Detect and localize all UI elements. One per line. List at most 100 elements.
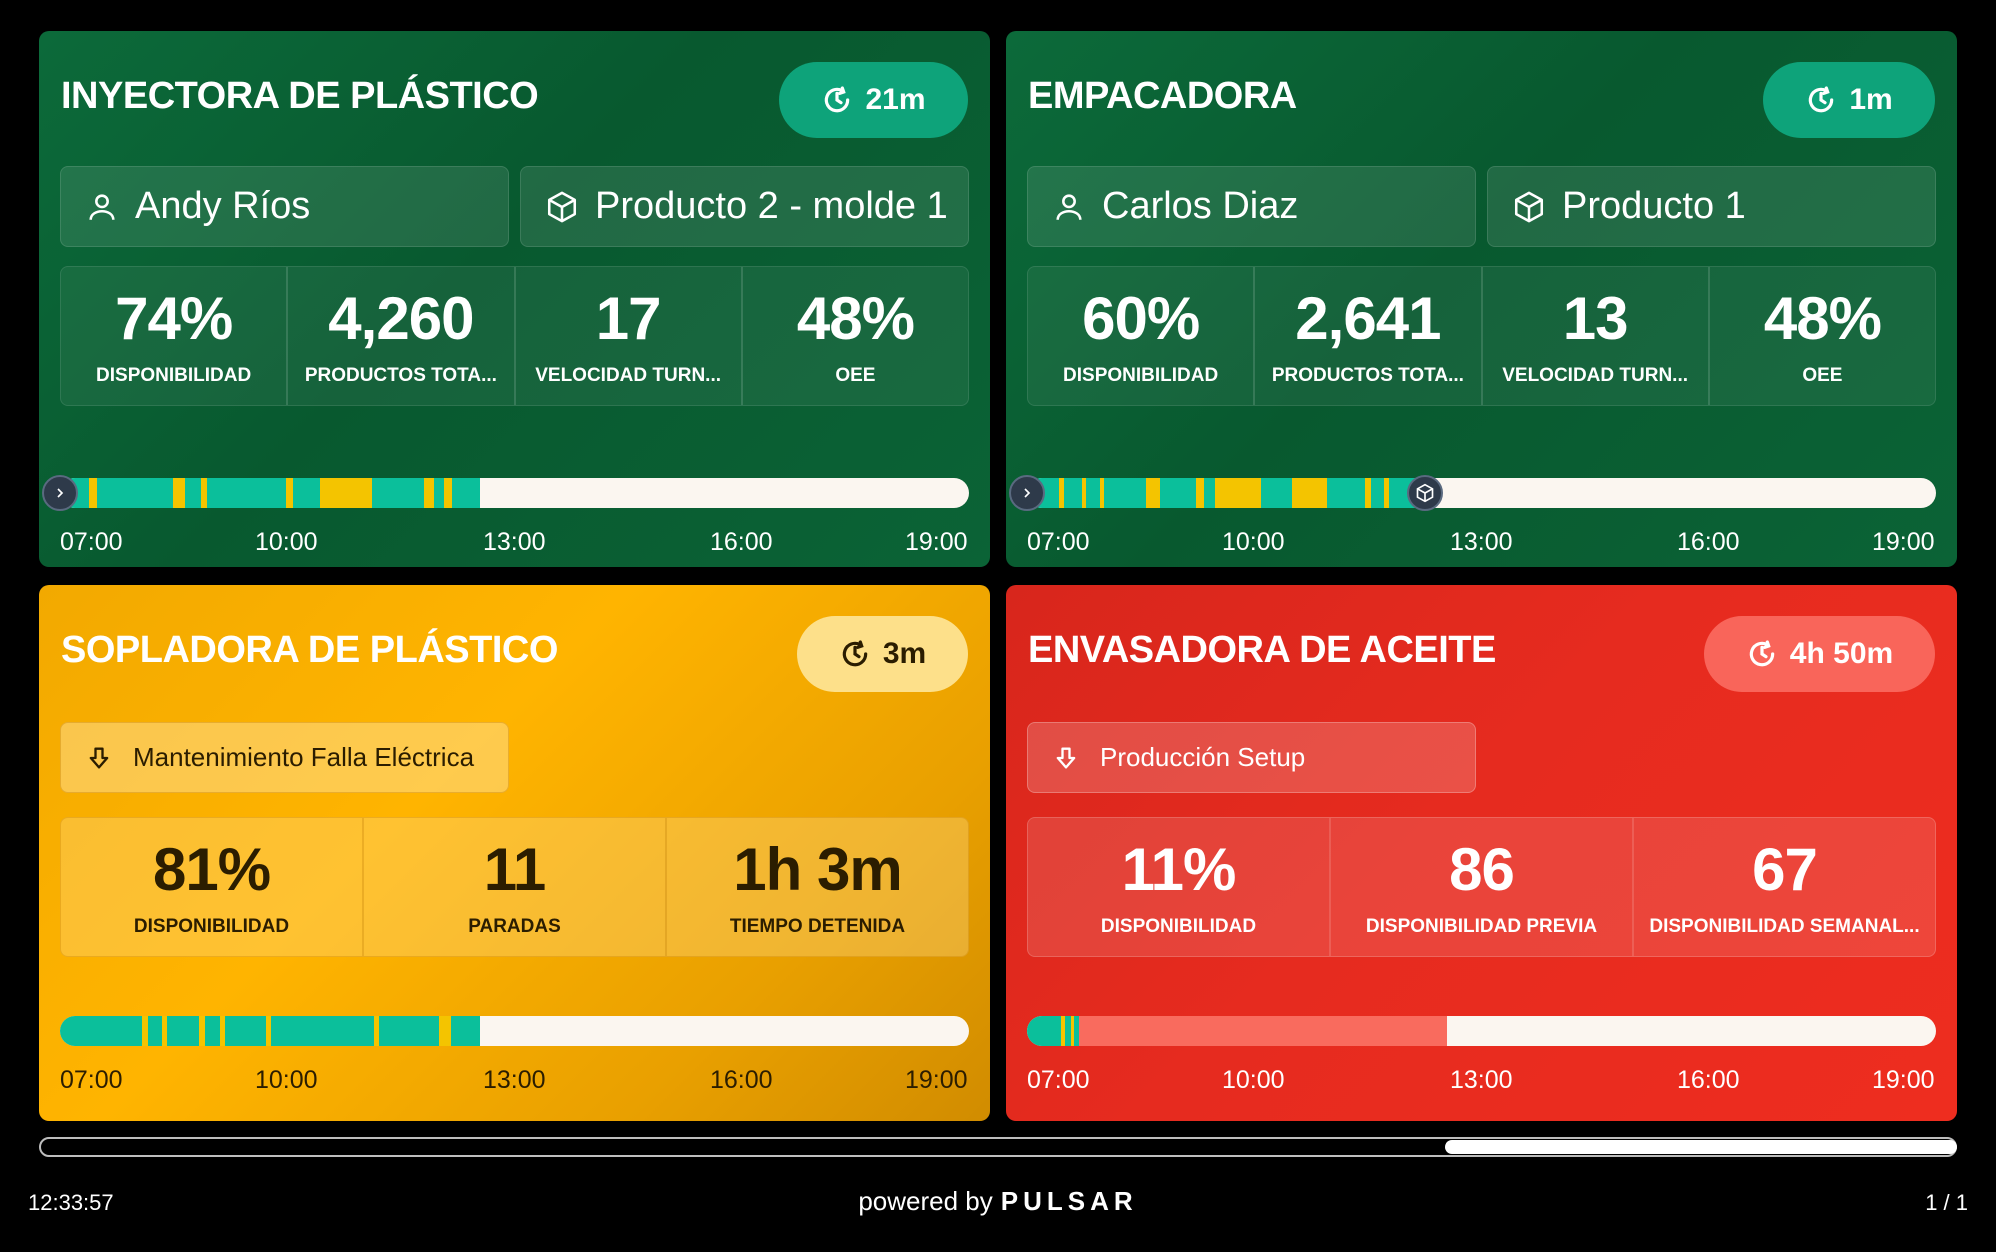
arrow-right-icon bbox=[1024, 488, 1031, 498]
axis-tick: 10:00 bbox=[1222, 1066, 1285, 1094]
metrics-row: 81% DISPONIBILIDAD 11 PARADAS 1h 3m TIEMPO … bbox=[60, 817, 969, 957]
machine-card-sopladora[interactable]: SOPLADORA DE PLÁSTICO 3m Mantenimiento F… bbox=[39, 585, 990, 1121]
metric-value: 1h 3m bbox=[733, 836, 902, 903]
shift-timeline[interactable] bbox=[42, 475, 969, 511]
axis-tick: 19:00 bbox=[1872, 1066, 1935, 1094]
timeline-segment-downtime bbox=[439, 1016, 451, 1046]
metric-value: 81% bbox=[152, 836, 271, 903]
metric-label: VELOCIDAD TURN... bbox=[1502, 365, 1689, 386]
timeline-segment-downtime bbox=[1196, 478, 1204, 508]
metric-productos: 4,260 PRODUCTOS TOTA... bbox=[288, 267, 516, 405]
timeline-segment-downtime bbox=[266, 1016, 271, 1046]
stop-reason-chip[interactable]: Producción Setup bbox=[1027, 722, 1476, 793]
powered-by: powered by PULSAR bbox=[0, 1186, 1996, 1217]
metric-disponibilidad-previa: 86 DISPONIBILIDAD PREVIA bbox=[1331, 818, 1634, 956]
timeline-segment-downtime bbox=[1365, 478, 1371, 508]
card-title: SOPLADORA DE PLÁSTICO bbox=[61, 629, 558, 671]
timeline-segment-downtime bbox=[220, 1016, 225, 1046]
shift-start-marker[interactable] bbox=[1009, 475, 1045, 511]
operator-chip[interactable]: Carlos Diaz bbox=[1027, 166, 1476, 247]
product-chip[interactable]: Producto 1 bbox=[1487, 166, 1936, 247]
metrics-row: 74% DISPONIBILIDAD 4,260 PRODUCTOS TOTA...… bbox=[60, 266, 969, 406]
metric-label: PRODUCTOS TOTA... bbox=[304, 365, 497, 386]
user-icon bbox=[1056, 193, 1082, 220]
metric-value: 11 bbox=[483, 836, 546, 903]
metric-value: 11% bbox=[1121, 836, 1237, 903]
timeline-segment-downtime bbox=[320, 478, 372, 508]
timeline-axis: 07:00 10:00 13:00 16:00 19:00 bbox=[1027, 528, 1936, 558]
shift-start-marker[interactable] bbox=[42, 475, 78, 511]
box-icon bbox=[1416, 483, 1434, 503]
page-progress-scrollbar[interactable] bbox=[39, 1137, 1957, 1157]
arrow-right-icon bbox=[57, 488, 64, 498]
metric-label: DISPONIBILIDAD bbox=[96, 365, 252, 386]
timeline-segment-downtime bbox=[424, 478, 434, 508]
timeline-fill bbox=[60, 478, 480, 508]
axis-tick: 10:00 bbox=[1222, 528, 1285, 556]
metric-disponibilidad: 74% DISPONIBILIDAD bbox=[61, 267, 289, 405]
operator-name: Andy Ríos bbox=[135, 185, 311, 227]
axis-tick: 07:00 bbox=[60, 528, 123, 556]
powered-prefix: powered by bbox=[858, 1186, 993, 1216]
metric-value: 60% bbox=[1082, 285, 1200, 352]
arrow-down-icon bbox=[89, 747, 109, 768]
box-icon bbox=[547, 191, 577, 222]
metric-label: DISPONIBILIDAD bbox=[1063, 365, 1219, 386]
metric-oee: 48% OEE bbox=[1710, 267, 1935, 405]
shift-timeline[interactable] bbox=[60, 1016, 969, 1046]
timeline-segment-setup bbox=[1079, 1016, 1447, 1046]
timeline-segment-downtime bbox=[1384, 478, 1389, 508]
shift-timeline[interactable] bbox=[1027, 1016, 1936, 1046]
timeline-segment-downtime bbox=[1146, 478, 1160, 508]
product-chip[interactable]: Producto 2 - molde 1 bbox=[520, 166, 969, 247]
metric-value: 86 bbox=[1449, 836, 1515, 903]
axis-tick: 19:00 bbox=[1872, 528, 1935, 556]
metric-tiempo-detenida: 1h 3m TIEMPO DETENIDA bbox=[667, 818, 968, 956]
metric-label: DISPONIBILIDAD SEMANAL... bbox=[1649, 916, 1920, 937]
machine-card-empacadora[interactable]: EMPACADORA 1m Carlos Diaz Producto 1 60%… bbox=[1006, 31, 1957, 567]
machine-card-envasadora[interactable]: ENVASADORA DE ACEITE 4h 50m Producción S… bbox=[1006, 585, 1957, 1121]
timer-icon bbox=[842, 640, 868, 667]
timeline-segment-downtime bbox=[173, 478, 185, 508]
state-timer-pill: 1m bbox=[1763, 62, 1935, 138]
timeline-segment-downtime bbox=[1082, 478, 1086, 508]
timeline-fill bbox=[1027, 478, 1427, 508]
timeline-segment-downtime bbox=[1061, 1016, 1065, 1046]
metric-disponibilidad: 81% DISPONIBILIDAD bbox=[61, 818, 364, 956]
axis-tick: 16:00 bbox=[1677, 528, 1740, 556]
timer-value: 1m bbox=[1849, 83, 1893, 116]
metric-label: PRODUCTOS TOTA... bbox=[1271, 365, 1464, 386]
timer-value: 21m bbox=[865, 83, 926, 116]
metric-disponibilidad: 11% DISPONIBILIDAD bbox=[1028, 818, 1331, 956]
metrics-row: 11% DISPONIBILIDAD 86 DISPONIBILIDAD PREVI… bbox=[1027, 817, 1936, 957]
timeline-axis: 07:00 10:00 13:00 16:00 19:00 bbox=[1027, 1066, 1936, 1096]
shift-timeline[interactable] bbox=[1009, 475, 1936, 511]
timer-icon bbox=[1749, 640, 1775, 667]
timeline-segment-downtime bbox=[1292, 478, 1327, 508]
operator-chip[interactable]: Andy Ríos bbox=[60, 166, 509, 247]
timeline-segment-downtime bbox=[444, 478, 452, 508]
metric-value: 74% bbox=[115, 285, 233, 352]
product-change-marker[interactable] bbox=[1407, 475, 1443, 511]
timer-icon bbox=[1809, 86, 1834, 113]
axis-tick: 13:00 bbox=[1450, 528, 1513, 556]
axis-tick: 19:00 bbox=[905, 1066, 968, 1094]
metric-value: 4,260 bbox=[328, 285, 474, 352]
box-icon bbox=[1514, 191, 1544, 222]
timeline-segment-downtime bbox=[1071, 1016, 1074, 1046]
timer-value: 4h 50m bbox=[1789, 637, 1894, 670]
stop-reason-chip[interactable]: Mantenimiento Falla Eléctrica bbox=[60, 722, 509, 793]
timeline-segment-downtime bbox=[1059, 478, 1064, 508]
state-timer-pill: 4h 50m bbox=[1704, 616, 1935, 692]
brand-logo: PULSAR bbox=[1000, 1186, 1138, 1216]
axis-tick: 13:00 bbox=[1450, 1066, 1513, 1094]
metric-label: DISPONIBILIDAD PREVIA bbox=[1365, 916, 1598, 937]
metric-paradas: 11 PARADAS bbox=[364, 818, 667, 956]
scroll-thumb[interactable] bbox=[1445, 1140, 1957, 1154]
axis-tick: 13:00 bbox=[483, 1066, 546, 1094]
metric-value: 17 bbox=[595, 285, 662, 352]
axis-tick: 19:00 bbox=[905, 528, 968, 556]
axis-tick: 07:00 bbox=[60, 1066, 123, 1094]
timeline-axis: 07:00 10:00 13:00 16:00 19:00 bbox=[60, 1066, 969, 1096]
machine-card-inyectora[interactable]: INYECTORA DE PLÁSTICO 21m Andy Ríos Prod… bbox=[39, 31, 990, 567]
